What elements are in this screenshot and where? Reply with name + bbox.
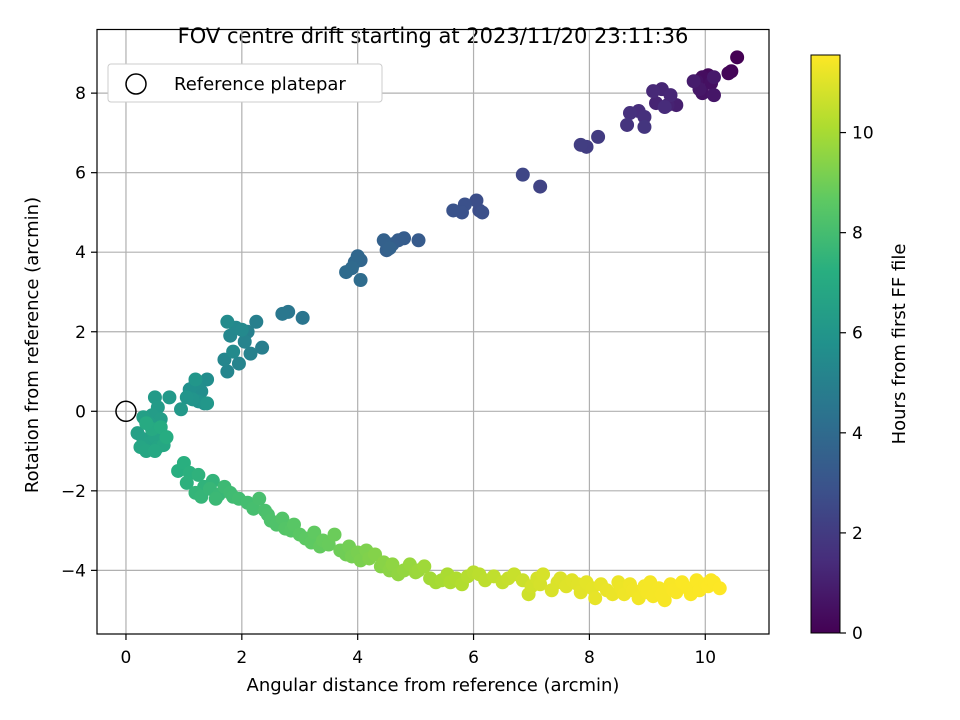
x-tick-label: 0 xyxy=(121,648,132,668)
y-axis-label: Rotation from reference (arcmin) xyxy=(22,197,43,493)
x-tick-label: 6 xyxy=(468,648,479,668)
scatter-point xyxy=(191,467,206,482)
colorbar-tick-label: 8 xyxy=(852,224,863,244)
colorbar-ticks: 0 2 4 6 8 10 xyxy=(840,124,874,644)
scatter-point xyxy=(220,314,235,329)
scatter-point xyxy=(353,273,368,288)
scatter-point xyxy=(147,444,162,459)
scatter-point xyxy=(663,88,678,103)
y-tick-label: 0 xyxy=(75,402,86,422)
x-tick-label: 10 xyxy=(694,648,716,668)
y-tick-label: −4 xyxy=(61,561,86,581)
scatter-point xyxy=(200,396,215,411)
scatter-point xyxy=(657,593,672,608)
scatter-point xyxy=(620,117,635,132)
scatter-point xyxy=(179,390,194,405)
scatter-point xyxy=(573,137,588,152)
x-axis-ticks: 0 2 4 6 8 10 xyxy=(121,634,716,668)
scatter-point xyxy=(588,591,603,606)
colorbar-tick-label: 0 xyxy=(852,624,863,644)
scatter-point xyxy=(686,74,701,89)
legend-box xyxy=(107,63,383,103)
scatter-point xyxy=(200,372,215,387)
scatter-point xyxy=(706,88,721,103)
legend-marker-open-circle xyxy=(125,73,147,95)
scatter-point xyxy=(226,344,241,359)
scatter-point xyxy=(637,109,652,124)
scatter-point xyxy=(706,70,721,85)
scatter-point xyxy=(591,129,606,144)
scatter-point xyxy=(220,364,235,379)
scatter-point xyxy=(327,527,342,542)
scatter-points xyxy=(130,50,745,608)
scatter-point xyxy=(446,203,461,218)
scatter-point xyxy=(637,119,652,134)
reference-platepar-marker xyxy=(115,400,137,423)
scatter-point xyxy=(237,334,252,349)
colorbar-tick-label: 2 xyxy=(852,524,863,544)
scatter-point xyxy=(179,475,194,490)
scatter-point xyxy=(622,106,637,121)
scatter-point xyxy=(243,346,258,361)
scatter-point xyxy=(721,66,736,81)
scatter-point xyxy=(252,491,267,506)
y-tick-label: 6 xyxy=(75,164,86,184)
scatter-point xyxy=(533,179,548,194)
scatter-point xyxy=(231,356,246,371)
scatter-point xyxy=(382,241,397,256)
scatter-point xyxy=(730,50,745,65)
scatter-point xyxy=(295,310,310,325)
scatter-point xyxy=(657,100,672,115)
scatter-point xyxy=(515,167,530,182)
scatter-point xyxy=(417,559,432,574)
scatter-point xyxy=(159,430,174,445)
colorbar-label: Hours from first FF file xyxy=(889,244,910,445)
scatter-point xyxy=(712,581,727,596)
scatter-point xyxy=(208,491,223,506)
legend-label: Reference platepar xyxy=(174,74,346,95)
y-tick-label: 4 xyxy=(75,243,86,263)
y-tick-label: 2 xyxy=(75,323,86,343)
scatter-point xyxy=(174,402,188,417)
scatter-point xyxy=(255,340,270,355)
x-tick-label: 2 xyxy=(236,648,247,668)
scatter-point xyxy=(469,193,484,208)
scatter-point xyxy=(411,233,426,248)
scatter-point xyxy=(475,205,490,220)
chart-title: FOV centre drift starting at 2023/11/20 … xyxy=(178,24,689,48)
x-tick-label: 8 xyxy=(584,648,595,668)
y-tick-label: 8 xyxy=(75,84,86,104)
x-tick-label: 4 xyxy=(352,648,363,668)
scatter-point xyxy=(234,322,249,337)
colorbar-tick-label: 4 xyxy=(852,424,863,444)
colorbar-tick-label: 10 xyxy=(852,124,874,144)
scatter-point xyxy=(339,265,354,280)
scatter-point xyxy=(139,416,154,431)
scatter-point xyxy=(536,567,551,582)
colorbar xyxy=(810,54,841,634)
scatter-point xyxy=(249,314,264,329)
x-axis-label: Angular distance from reference (arcmin) xyxy=(247,675,620,696)
scatter-point xyxy=(646,84,661,99)
y-tick-label: −2 xyxy=(61,482,86,502)
reference-marker-group xyxy=(115,400,137,423)
grid-lines xyxy=(97,29,769,634)
scatter-point xyxy=(275,306,290,321)
scatter-point xyxy=(188,372,203,387)
scatter-point xyxy=(162,390,177,405)
y-axis-ticks: −4 −2 0 2 4 6 8 xyxy=(61,84,97,581)
colorbar-tick-label: 6 xyxy=(852,324,863,344)
legend: Reference platepar xyxy=(107,63,383,103)
